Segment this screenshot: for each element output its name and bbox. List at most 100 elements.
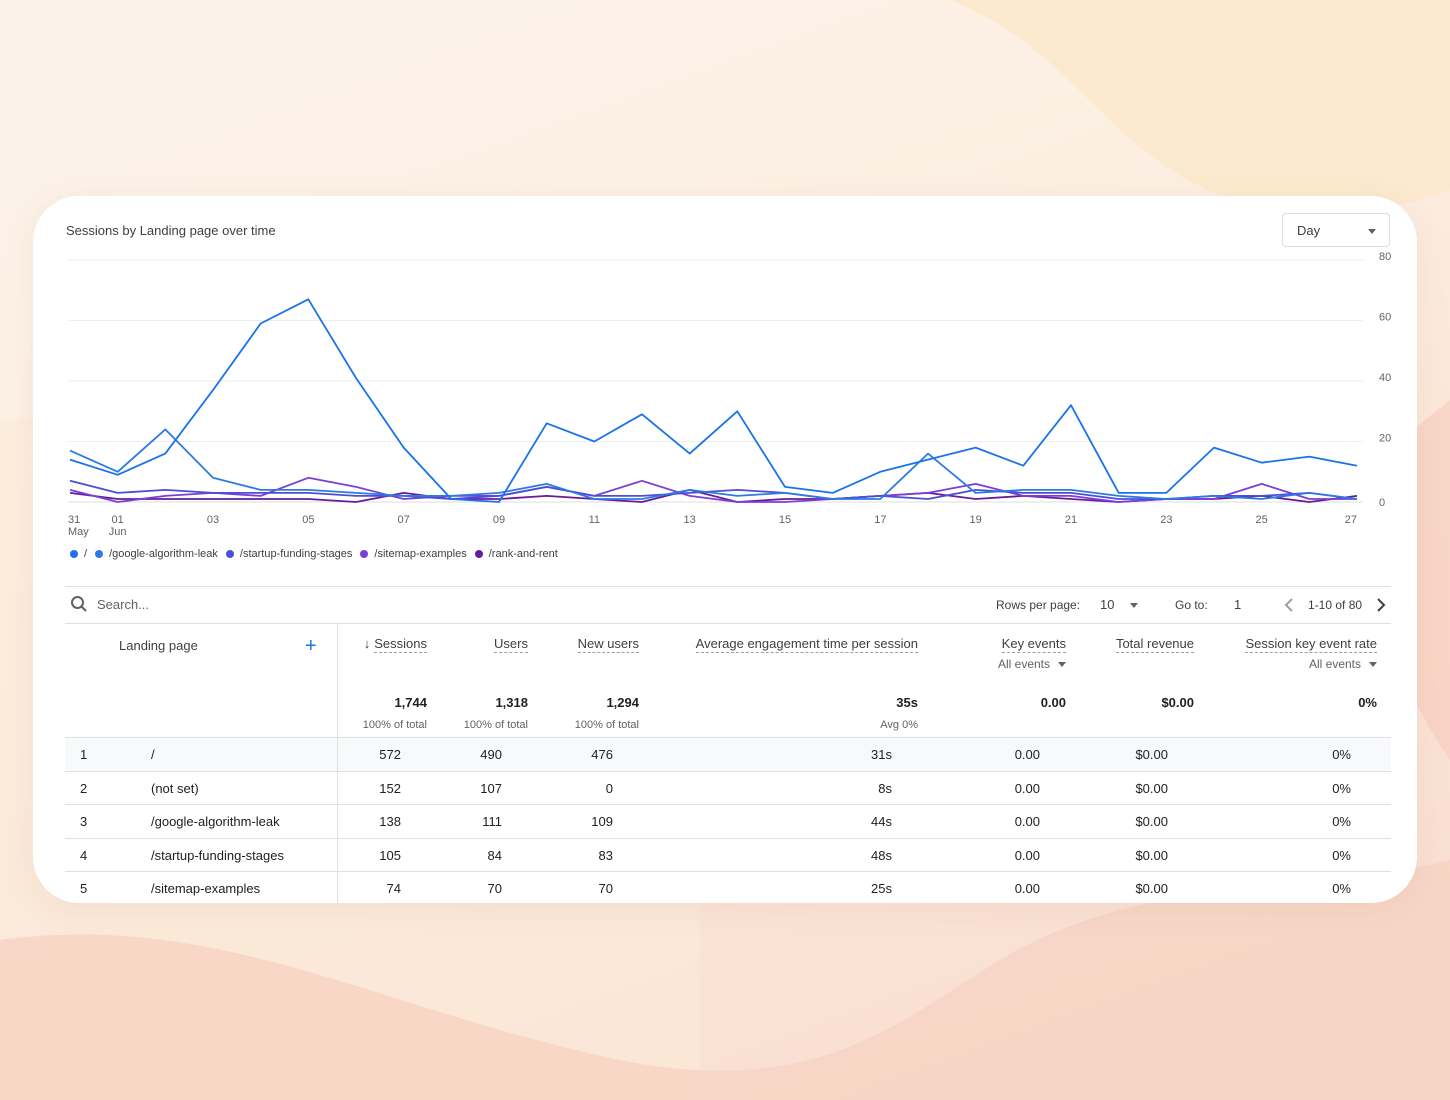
legend-item[interactable]: /google-algorithm-leak — [95, 548, 218, 560]
row-landing-page[interactable]: / — [151, 747, 155, 762]
divider — [65, 623, 1391, 624]
table-row[interactable]: 4/startup-funding-stages 105 84 83 48s 0.00 $0… — [65, 837, 1391, 872]
row-new-users: 0 — [605, 780, 613, 796]
table-row[interactable]: 2 (not set) 152 107 0 8s 0.00 $0.00 0% — [65, 770, 1391, 805]
add-dimension-icon[interactable]: + — [305, 635, 317, 657]
x-tick-label: 03 — [207, 514, 219, 526]
col-header-new-users[interactable]: New users — [577, 636, 639, 653]
column-divider — [337, 872, 338, 903]
row-rank: 3 — [80, 814, 88, 829]
period-select[interactable]: Day — [1282, 213, 1390, 247]
row-rank: 1 — [80, 747, 88, 762]
row-sessions: 152 — [379, 780, 401, 796]
rows-per-page-value: 10 — [1100, 597, 1115, 612]
x-tick-label: 05 — [302, 514, 314, 526]
chart-title: Sessions by Landing page over time — [66, 223, 276, 238]
col-header-users[interactable]: Users — [494, 636, 528, 653]
period-select-label: Day — [1297, 223, 1321, 238]
total-key-events: 0.00 — [1040, 695, 1066, 710]
search-icon — [71, 596, 87, 612]
col-header-avg-engagement[interactable]: Average engagement time per session — [695, 636, 918, 653]
chevron-left-icon[interactable] — [1283, 598, 1295, 612]
row-key-events: 0.00 — [1014, 847, 1040, 863]
x-tick-label: 21 — [1065, 514, 1077, 526]
y-tick-label: 0 — [1379, 497, 1385, 509]
row-key-event-rate: 0% — [1332, 847, 1351, 863]
x-tick-label: 23 — [1160, 514, 1172, 526]
rows-per-page-select[interactable]: 10 — [1100, 597, 1139, 612]
x-tick-label: Jun — [109, 526, 127, 538]
row-key-event-rate: 0% — [1332, 780, 1351, 796]
col-header-total-revenue[interactable]: Total revenue — [1115, 636, 1194, 653]
search-box[interactable]: Search... — [70, 595, 149, 613]
column-divider — [337, 838, 338, 872]
row-new-users: 476 — [591, 747, 613, 762]
row-users: 111 — [482, 814, 502, 829]
goto-label: Go to: — [1175, 598, 1208, 612]
col-header-sessions[interactable]: ↓ Sessions — [363, 636, 427, 653]
row-landing-page[interactable]: (not set) — [151, 780, 199, 796]
table-row[interactable]: 5/sitemap-examples 74 70 70 25s 0.00 $0.00 0% — [65, 871, 1391, 903]
row-rank: 5 — [80, 881, 88, 896]
chart-legend: / /google-algorithm-leak/startup-funding-… — [70, 548, 566, 560]
row-avg-engagement: 44s — [871, 814, 892, 829]
series-line-3 — [69, 479, 1358, 500]
col-header-key-events[interactable]: Key events All events — [997, 636, 1066, 671]
legend-item[interactable]: /rank-and-rent — [474, 548, 558, 560]
x-tick-label: 07 — [398, 514, 410, 526]
row-rank: 2 — [80, 780, 88, 796]
table-row[interactable]: 3/google-algorithm-leak 138 111 109 44s 0.00 $… — [65, 804, 1391, 838]
row-new-users: 109 — [591, 814, 613, 829]
row-sessions: 74 — [386, 881, 401, 896]
row-landing-page[interactable]: /startup-funding-stages — [151, 847, 284, 863]
row-revenue: $0.00 — [1135, 881, 1168, 896]
x-tick-label: 31 — [68, 514, 80, 526]
chevron-right-icon[interactable] — [1375, 598, 1387, 612]
table-row[interactable]: 1 / 572 490 476 31s 0.00 $0.00 0% — [65, 737, 1391, 771]
row-revenue: $0.00 — [1135, 847, 1168, 863]
key-events-filter[interactable]: All events — [998, 657, 1066, 671]
chevron-down-icon — [1130, 603, 1139, 609]
row-users: 107 — [480, 780, 502, 796]
row-landing-page[interactable]: /sitemap-examples — [151, 881, 261, 896]
legend-dot-icon — [474, 550, 483, 558]
y-tick-label: 80 — [1379, 251, 1391, 263]
x-tick-label: May — [68, 526, 89, 538]
legend-item[interactable]: / — [70, 548, 87, 560]
legend-label: /startup-funding-stages — [239, 548, 353, 560]
sort-arrow-down-icon: ↓ — [363, 636, 371, 651]
legend-label: /google-algorithm-leak — [109, 548, 218, 560]
key-event-rate-filter[interactable]: All events — [1245, 657, 1377, 671]
row-avg-engagement: 25s — [871, 881, 892, 896]
x-tick-label: 27 — [1345, 514, 1357, 526]
x-tick-label: 01 — [112, 514, 124, 526]
total-key-event-rate: 0% — [1358, 695, 1377, 710]
legend-item[interactable]: /sitemap-examples — [360, 548, 467, 560]
search-input[interactable]: Search... — [97, 596, 150, 612]
x-tick-label: 13 — [684, 514, 696, 526]
chevron-down-icon — [1368, 229, 1376, 234]
legend-item[interactable]: /startup-funding-stages — [225, 548, 353, 560]
goto-page-input[interactable]: 1 — [1234, 597, 1242, 612]
y-tick-label: 60 — [1379, 312, 1391, 324]
row-key-events: 0.00 — [1014, 780, 1040, 796]
row-sessions: 138 — [379, 814, 401, 829]
row-new-users: 83 — [598, 847, 613, 863]
row-revenue: $0.00 — [1135, 780, 1168, 796]
column-divider — [337, 771, 338, 805]
col-header-key-event-rate[interactable]: Session key event rate All events — [1245, 636, 1377, 671]
report-card: Sessions by Landing page over time Day 8… — [33, 196, 1417, 903]
row-revenue: $0.00 — [1135, 814, 1168, 829]
x-tick-label: 17 — [874, 514, 886, 526]
series-line-4 — [69, 476, 1357, 503]
row-users: 70 — [487, 881, 502, 896]
row-rank: 4 — [80, 847, 88, 863]
legend-dot-icon — [225, 550, 234, 558]
legend-label: /rank-and-rent — [488, 548, 558, 560]
col-header-landing-page[interactable]: Landing page — [119, 638, 198, 653]
total-users: 1,318 100% of total — [463, 695, 528, 731]
row-key-events: 0.00 — [1014, 814, 1040, 829]
row-landing-page[interactable]: /google-algorithm-leak — [151, 814, 280, 829]
row-key-event-rate: 0% — [1332, 814, 1351, 829]
